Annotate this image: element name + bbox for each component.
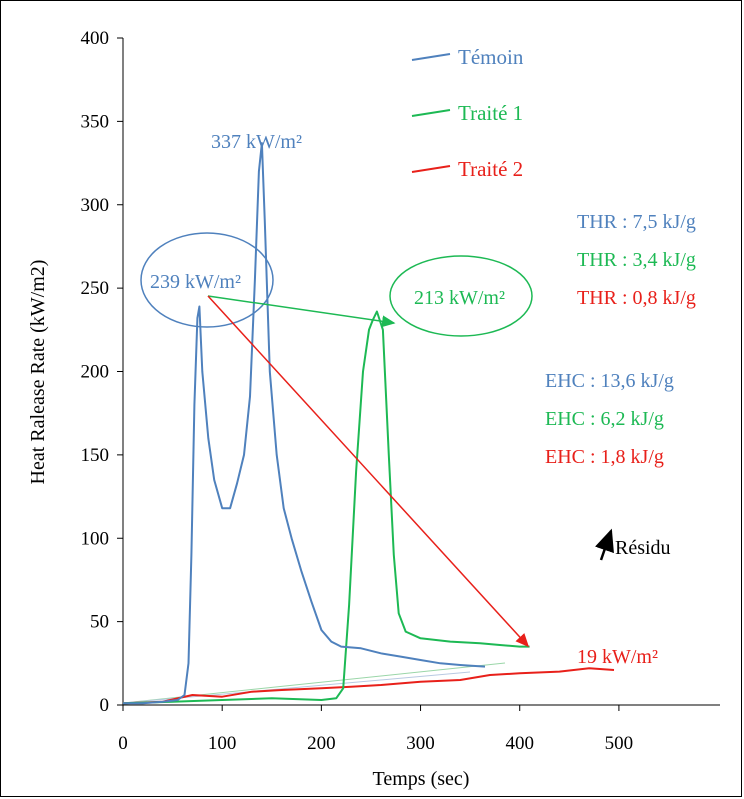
x-tick-label: 300 (406, 733, 435, 754)
series-line-traite1 (122, 310, 530, 705)
y-tick-label: 100 (81, 528, 110, 549)
ehc-traite2: EHC : 1,8 kJ/g (545, 446, 664, 468)
arrow-to-traite2 (207, 295, 530, 648)
x-tick-label: 400 (505, 733, 534, 754)
y-tick-label: 50 (90, 612, 109, 633)
x-axis-title: Temps (sec) (373, 768, 470, 790)
legend: Témoin Traité 1 Traité 2 (411, 45, 524, 181)
series-line-temoin (123, 142, 486, 705)
y-tick-label: 0 (100, 695, 110, 716)
y-tick-label: 150 (81, 445, 110, 466)
y-ticks: 0 50 100 150 200 250 300 350 400 (81, 28, 123, 716)
x-ticks: 0 100 200 300 400 500 (118, 705, 633, 754)
legend-label-temoin: Témoin (458, 45, 524, 69)
y-tick-label: 200 (81, 362, 110, 383)
series-layer (122, 142, 615, 705)
legend-label-traite1: Traité 1 (458, 101, 523, 125)
y-axis-title: Heat Ralease Rate (kW/m2) (27, 260, 49, 485)
x-tick-label: 100 (208, 733, 237, 754)
arrow-to-traite1 (207, 295, 396, 328)
y-tick-label: 250 (81, 278, 110, 299)
x-tick-label: 500 (605, 733, 634, 754)
series-line-traite2 (122, 667, 615, 705)
thr-traite1: THR : 3,4 kJ/g (577, 249, 696, 271)
y-tick-label: 300 (81, 195, 110, 216)
x-tick-label: 0 (118, 733, 128, 754)
x-tick-label: 200 (307, 733, 336, 754)
annotation-peak-traite1: 213 kW/m² (414, 287, 505, 309)
annotation-peak-temoin: 337 kW/m² (211, 131, 302, 153)
ehc-temoin: EHC : 13,6 kJ/g (545, 370, 674, 392)
legend-label-traite2: Traité 2 (458, 157, 523, 181)
y-tick-label: 350 (81, 111, 110, 132)
ellipse-first-peak (140, 232, 274, 328)
legend-swatch-traite1 (411, 109, 451, 117)
residu-label: Résidu (615, 537, 671, 559)
legend-swatch-temoin (411, 53, 451, 61)
residu-arrow (595, 528, 614, 561)
legend-swatch-traite2 (411, 165, 451, 173)
ehc-traite1: EHC : 6,2 kJ/g (545, 408, 664, 430)
annotation-peak-first: 239 kW/m² (150, 271, 241, 293)
thr-traite2: THR : 0,8 kJ/g (577, 287, 696, 309)
annotation-peak-traite2: 19 kW/m² (577, 646, 658, 668)
thr-temoin: THR : 7,5 kJ/g (577, 211, 696, 233)
y-tick-label: 400 (81, 28, 110, 49)
ellipse-traite1-peak (389, 255, 533, 337)
